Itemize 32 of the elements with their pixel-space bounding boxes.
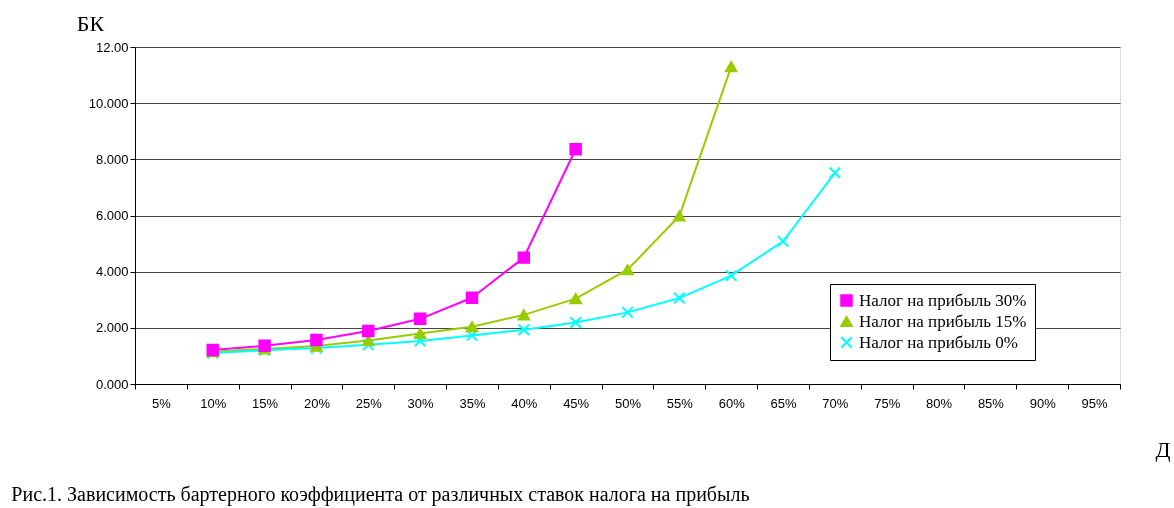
y-tick-label: 12.00 [95,39,129,55]
y-axis-title: БК [76,10,105,36]
x-tick-label: 25% [355,395,383,411]
y-tick-label: 0.000 [95,376,129,392]
x-tick-label: 80% [926,395,953,411]
x-tick-label: 50% [614,395,642,411]
y-tick-label: 6.000 [95,208,129,223]
x-tick-label: 15% [252,395,279,411]
x-tick-label: 45% [563,395,590,411]
x-tick-label: 65% [770,395,797,411]
x-tick-label: 40% [511,395,538,411]
x-tick-label: 60% [718,395,746,411]
x-tick-label: 75% [874,395,901,411]
y-tick-label: 10.000 [88,95,129,111]
x-tick-label: 85% [977,395,1005,411]
x-tick-label: 55% [666,395,694,411]
x-tick-label: 20% [303,395,331,411]
x-tick-label: 70% [822,395,849,411]
x-tick-label: 95% [1081,395,1109,411]
text: Рис.1. Зависимость бартерного коэффициента от различных ставок налога на прибыль [11,483,750,506]
x-axis-title: Д [1155,436,1171,462]
x-tick-label: 5% [152,395,172,411]
x-tick-label: 30% [407,395,435,411]
y-tick-label: 4.000 [95,264,129,280]
y-tick-label: 2.000 [95,320,129,336]
legend-label: Налог на прибыль 0% [859,332,1018,352]
y-tick-label: 8.000 [95,151,129,167]
x-tick-label: 35% [459,395,486,411]
legend-label: Налог на прибыль 30% [859,290,1027,310]
legend-label: Налог на прибыль 15% [859,311,1027,331]
x-tick-label: 90% [1029,395,1057,411]
x-tick-label: 10% [200,395,227,411]
